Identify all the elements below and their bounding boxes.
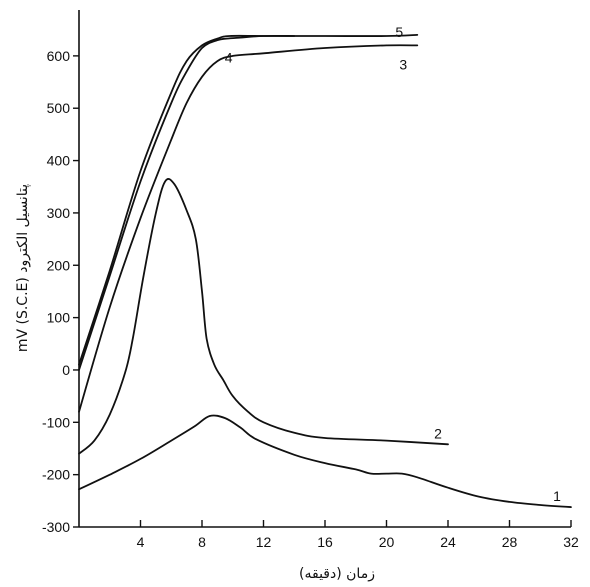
series-2-label: 2 bbox=[434, 425, 442, 441]
x-tick-label: 8 bbox=[198, 534, 206, 550]
series-4-label: 4 bbox=[225, 50, 233, 66]
axes bbox=[78, 10, 571, 528]
x-tick-label: 20 bbox=[379, 534, 395, 550]
y-tick-label: -100 bbox=[42, 414, 70, 430]
series-2-line bbox=[78, 178, 449, 455]
x-tick-label: 4 bbox=[137, 534, 145, 550]
y-tick-label: 500 bbox=[47, 100, 71, 116]
series-3-label: 3 bbox=[399, 56, 407, 72]
x-axis-title: زمان (دقیقه) bbox=[299, 566, 375, 582]
y-tick-label: 100 bbox=[47, 310, 71, 326]
series bbox=[78, 34, 572, 508]
y-tick-label: 200 bbox=[47, 257, 71, 273]
series-5-label: 5 bbox=[395, 24, 403, 40]
y-tick-label: 600 bbox=[47, 48, 71, 64]
series-1-line bbox=[78, 414, 572, 508]
series-1-label: 1 bbox=[553, 488, 561, 504]
x-tick-label: 28 bbox=[502, 534, 518, 550]
series-5-line bbox=[78, 34, 419, 366]
y-tick-label: 400 bbox=[47, 153, 71, 169]
curve-labels: 1 2 3 4 5 bbox=[225, 24, 561, 504]
y-tick-label: -300 bbox=[42, 519, 70, 535]
y-tick-label: 0 bbox=[62, 362, 70, 378]
series-4-line bbox=[78, 34, 296, 371]
x-tick-label: 24 bbox=[440, 534, 456, 550]
x-tick-label: 16 bbox=[317, 534, 333, 550]
series-3-line bbox=[78, 44, 419, 413]
x-tick-label: 32 bbox=[563, 534, 579, 550]
y-tick-label: -200 bbox=[42, 467, 70, 483]
y-tick-label: 300 bbox=[47, 205, 71, 221]
x-tick-label: 12 bbox=[256, 534, 272, 550]
y-axis-title: پتانسیل الکترود mV (S.C.E) bbox=[15, 184, 31, 352]
